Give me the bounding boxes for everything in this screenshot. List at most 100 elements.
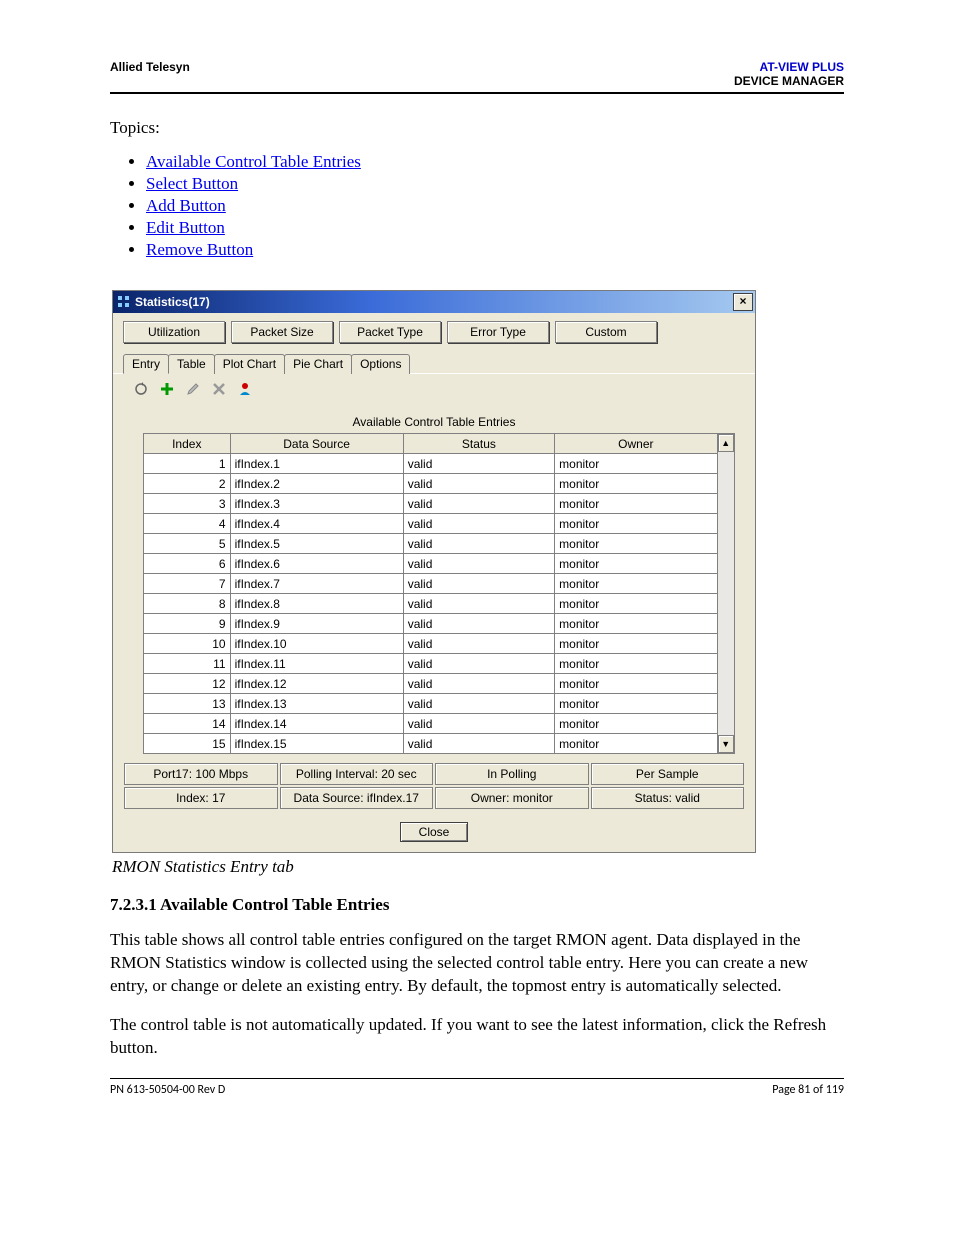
cell-index: 13 <box>144 694 231 714</box>
table-row[interactable]: 9ifIndex.9validmonitor <box>144 614 718 634</box>
subtab-entry[interactable]: Entry <box>123 354 169 374</box>
scrollbar[interactable]: ▲ ▼ <box>718 433 736 754</box>
cell-status: valid <box>403 594 554 614</box>
subtab-plot-chart[interactable]: Plot Chart <box>214 354 285 374</box>
section-heading: 7.2.3.1 Available Control Table Entries <box>110 895 844 915</box>
cell-index: 3 <box>144 494 231 514</box>
cell-index: 11 <box>144 654 231 674</box>
titlebar[interactable]: Statistics(17) × <box>113 291 755 313</box>
page-footer: PN 613-50504-00 Rev D Page 81 of 119 <box>110 1083 844 1097</box>
figure-caption: RMON Statistics Entry tab <box>112 857 844 877</box>
paragraph: The control table is not automatically u… <box>110 1014 844 1060</box>
cell-datasource: ifIndex.1 <box>230 454 403 474</box>
cell-owner: monitor <box>555 574 717 594</box>
header-left: Allied Telesyn <box>110 60 190 74</box>
table-row[interactable]: 8ifIndex.8validmonitor <box>144 594 718 614</box>
cell-owner: monitor <box>555 554 717 574</box>
header-product: AT-VIEW PLUS <box>734 60 844 74</box>
cell-datasource: ifIndex.5 <box>230 534 403 554</box>
status-index: Index: 17 <box>124 787 278 809</box>
topic-link[interactable]: Available Control Table Entries <box>146 152 361 171</box>
cell-index: 10 <box>144 634 231 654</box>
cell-owner: monitor <box>555 694 717 714</box>
scroll-up-icon[interactable]: ▲ <box>718 434 735 452</box>
cell-datasource: ifIndex.3 <box>230 494 403 514</box>
cell-datasource: ifIndex.10 <box>230 634 403 654</box>
cell-status: valid <box>403 454 554 474</box>
table-row[interactable]: 15ifIndex.15validmonitor <box>144 734 718 754</box>
tab-packet-type[interactable]: Packet Type <box>339 321 441 343</box>
cell-datasource: ifIndex.12 <box>230 674 403 694</box>
footer-pagenum: Page 81 of 119 <box>772 1083 844 1097</box>
list-item: Select Button <box>146 174 844 194</box>
table-row[interactable]: 10ifIndex.10validmonitor <box>144 634 718 654</box>
table-row[interactable]: 7ifIndex.7validmonitor <box>144 574 718 594</box>
cell-datasource: ifIndex.7 <box>230 574 403 594</box>
table-row[interactable]: 14ifIndex.14validmonitor <box>144 714 718 734</box>
window-title: Statistics(17) <box>135 295 210 309</box>
page-header: Allied Telesyn AT-VIEW PLUS DEVICE MANAG… <box>110 60 844 88</box>
cell-owner: monitor <box>555 634 717 654</box>
list-item: Remove Button <box>146 240 844 260</box>
footer-partnum: PN 613-50504-00 Rev D <box>110 1083 225 1097</box>
delete-icon[interactable] <box>207 377 231 401</box>
subtab-pie-chart[interactable]: Pie Chart <box>284 354 352 374</box>
scroll-down-icon[interactable]: ▼ <box>718 735 735 753</box>
subtab-options[interactable]: Options <box>351 354 410 374</box>
tab-custom[interactable]: Custom <box>555 321 657 343</box>
cell-status: valid <box>403 734 554 754</box>
table-row[interactable]: 2ifIndex.2validmonitor <box>144 474 718 494</box>
cell-owner: monitor <box>555 714 717 734</box>
cell-status: valid <box>403 534 554 554</box>
table-row[interactable]: 11ifIndex.11validmonitor <box>144 654 718 674</box>
owner-icon[interactable] <box>233 377 257 401</box>
close-button[interactable]: Close <box>400 822 469 842</box>
cell-owner: monitor <box>555 614 717 634</box>
refresh-icon[interactable] <box>129 377 153 401</box>
topic-link[interactable]: Add Button <box>146 196 226 215</box>
list-item: Available Control Table Entries <box>146 152 844 172</box>
table-row[interactable]: 13ifIndex.13validmonitor <box>144 694 718 714</box>
main-tabs: Utilization Packet Size Packet Type Erro… <box>113 313 755 343</box>
tab-packet-size[interactable]: Packet Size <box>231 321 333 343</box>
table-row[interactable]: 3ifIndex.3validmonitor <box>144 494 718 514</box>
cell-index: 15 <box>144 734 231 754</box>
add-icon[interactable] <box>155 377 179 401</box>
topics-label: Topics: <box>110 118 844 138</box>
cell-owner: monitor <box>555 594 717 614</box>
edit-icon[interactable] <box>181 377 205 401</box>
cell-datasource: ifIndex.14 <box>230 714 403 734</box>
cell-datasource: ifIndex.9 <box>230 614 403 634</box>
table-row[interactable]: 6ifIndex.6validmonitor <box>144 554 718 574</box>
table-row[interactable]: 5ifIndex.5validmonitor <box>144 534 718 554</box>
status-sample: Per Sample <box>591 763 745 785</box>
table-row[interactable]: 1ifIndex.1validmonitor <box>144 454 718 474</box>
status-owner: Owner: monitor <box>435 787 589 809</box>
cell-owner: monitor <box>555 494 717 514</box>
cell-datasource: ifIndex.13 <box>230 694 403 714</box>
topic-link[interactable]: Select Button <box>146 174 238 193</box>
cell-owner: monitor <box>555 534 717 554</box>
tab-utilization[interactable]: Utilization <box>123 321 225 343</box>
topic-link[interactable]: Edit Button <box>146 218 225 237</box>
scroll-track[interactable] <box>718 452 735 735</box>
col-header-index[interactable]: Index <box>144 434 231 454</box>
app-icon <box>117 295 131 309</box>
cell-owner: monitor <box>555 474 717 494</box>
table-row[interactable]: 4ifIndex.4validmonitor <box>144 514 718 534</box>
footer-rule <box>110 1078 844 1079</box>
cell-datasource: ifIndex.6 <box>230 554 403 574</box>
cell-datasource: ifIndex.11 <box>230 654 403 674</box>
cell-index: 4 <box>144 514 231 534</box>
col-header-status[interactable]: Status <box>403 434 554 454</box>
table-row[interactable]: 12ifIndex.12validmonitor <box>144 674 718 694</box>
close-icon[interactable]: × <box>733 293 753 311</box>
tab-error-type[interactable]: Error Type <box>447 321 549 343</box>
status-port: Port17: 100 Mbps <box>124 763 278 785</box>
cell-status: valid <box>403 694 554 714</box>
col-header-owner[interactable]: Owner <box>555 434 717 454</box>
subtab-table[interactable]: Table <box>168 354 215 374</box>
col-header-datasource[interactable]: Data Source <box>230 434 403 454</box>
cell-index: 12 <box>144 674 231 694</box>
topic-link[interactable]: Remove Button <box>146 240 253 259</box>
